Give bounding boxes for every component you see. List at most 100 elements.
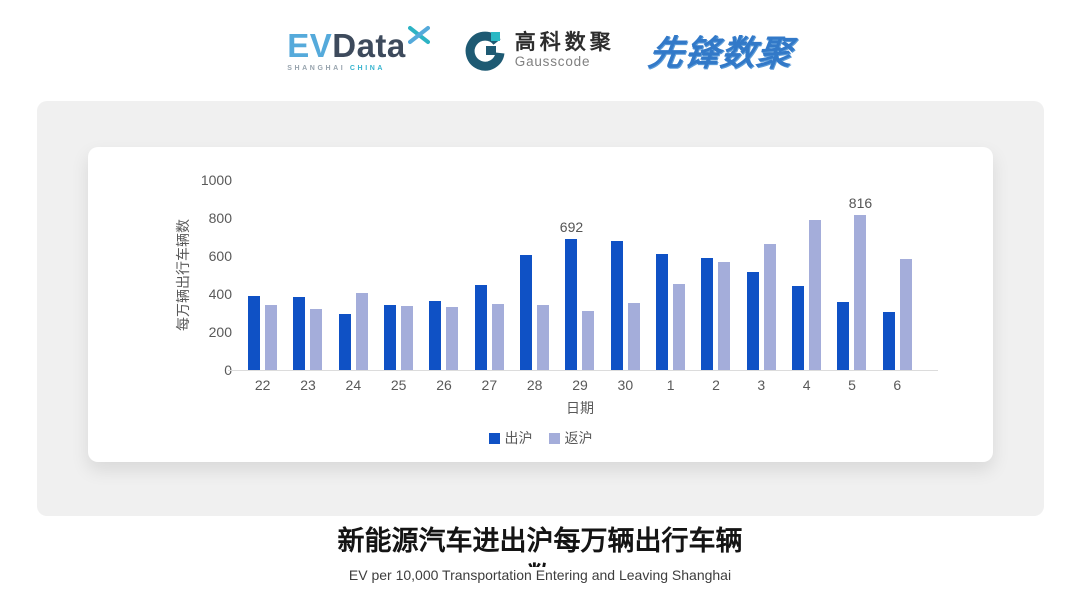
x-tick-label: 25 bbox=[390, 377, 407, 393]
bar-返沪 bbox=[537, 305, 550, 370]
bar-出沪 bbox=[837, 301, 850, 370]
x-tick-label: 30 bbox=[617, 377, 634, 393]
x-tick-label: 27 bbox=[481, 377, 498, 393]
bar-返沪 bbox=[627, 302, 640, 370]
plot-area: 692 816 bbox=[228, 180, 938, 371]
bar-group bbox=[331, 180, 376, 370]
bar-返沪 bbox=[809, 220, 822, 370]
evdata-wordmark: EV Data bbox=[287, 26, 430, 64]
x-tick-label: 3 bbox=[757, 377, 766, 393]
x-tick-label: 28 bbox=[526, 377, 543, 393]
x-tick-label: 29 bbox=[572, 377, 588, 393]
bar-返沪 bbox=[446, 306, 459, 370]
pioneer-text: 先锋数聚 bbox=[645, 33, 796, 73]
bar-group bbox=[421, 180, 466, 370]
bar-group bbox=[240, 180, 285, 370]
bar-出沪 bbox=[610, 240, 623, 370]
evdata-x-icon bbox=[407, 26, 430, 44]
legend-item: 出沪 bbox=[488, 428, 533, 448]
gausscode-cn-text: 高科数聚 bbox=[514, 31, 615, 54]
bar-返沪 bbox=[355, 293, 368, 370]
bar-出沪 bbox=[792, 285, 805, 370]
bar-返沪 bbox=[582, 310, 595, 370]
y-tick-label: 600 bbox=[208, 248, 232, 264]
legend-label: 出沪 bbox=[504, 430, 533, 446]
y-tick-label: 400 bbox=[208, 286, 232, 302]
bar-返沪 bbox=[763, 243, 776, 370]
bar-group bbox=[376, 180, 421, 370]
x-tick-label: 24 bbox=[345, 377, 362, 393]
bar-group bbox=[467, 180, 512, 370]
legend-swatch bbox=[548, 432, 560, 444]
data-label: 816 bbox=[848, 195, 873, 211]
bar-返沪 bbox=[401, 305, 414, 370]
bar-出沪 bbox=[248, 295, 261, 370]
bar-返沪 bbox=[265, 304, 278, 370]
logo-pioneer: 先锋数聚 bbox=[646, 25, 795, 76]
footer: 新能源汽车进出沪每万辆出行车辆数 EV per 10,000 Transport… bbox=[0, 523, 1080, 583]
bar-返沪 bbox=[491, 304, 504, 370]
bar-group bbox=[603, 180, 648, 370]
y-tick-label: 200 bbox=[208, 324, 232, 340]
y-tick-label: 1000 bbox=[200, 172, 232, 188]
legend-label: 返沪 bbox=[564, 430, 593, 446]
y-axis-ticks: 02004006008001000 bbox=[184, 172, 232, 378]
legend-swatch bbox=[488, 432, 500, 444]
bar-出沪: 692 bbox=[560, 219, 583, 370]
chart-legend: 出沪 返沪 bbox=[88, 428, 993, 448]
bar-返沪 bbox=[718, 262, 731, 370]
x-tick-label: 5 bbox=[848, 377, 856, 393]
evdata-subtext: SHANGHAI CHINA bbox=[287, 65, 385, 72]
evdata-ev-text: EV bbox=[287, 27, 333, 64]
bar-返沪 bbox=[310, 308, 323, 370]
bar-出沪 bbox=[474, 284, 487, 370]
evdata-subtext-shanghai: SHANGHAI bbox=[287, 65, 346, 72]
bar-group bbox=[693, 180, 738, 370]
bar-group bbox=[285, 180, 330, 370]
gausscode-text: 高科数聚 Gausscode bbox=[515, 31, 615, 69]
bar-返沪 bbox=[899, 258, 912, 370]
bar-出沪 bbox=[429, 301, 442, 370]
bar-group bbox=[648, 180, 693, 370]
chart-subtitle: EV per 10,000 Transportation Entering an… bbox=[348, 567, 732, 583]
x-tick-label: 4 bbox=[802, 377, 811, 393]
logo-gausscode: 高科数聚 Gausscode bbox=[464, 29, 615, 71]
bar-返沪 bbox=[673, 283, 686, 370]
logo-bar: EV Data SHANGHAI CHINA 高科数聚 Gausscode 先锋数… bbox=[0, 16, 1080, 84]
bar-group bbox=[784, 180, 829, 370]
x-tick-label: 23 bbox=[300, 377, 316, 393]
bar-出沪 bbox=[882, 312, 895, 370]
x-axis-labels: 22 23 24 25 26 27 28 29 30 1 2 3 4 5 6 bbox=[240, 377, 920, 395]
bar-group bbox=[875, 180, 920, 370]
bar-group bbox=[739, 180, 784, 370]
bar-出沪 bbox=[701, 258, 714, 370]
gausscode-en-text: Gausscode bbox=[514, 54, 591, 69]
bar-出沪 bbox=[656, 253, 669, 370]
bar-出沪 bbox=[384, 304, 397, 370]
bar-出沪 bbox=[293, 296, 306, 370]
x-tick-label: 22 bbox=[254, 377, 271, 393]
x-axis-line bbox=[228, 370, 938, 371]
logo-evdata: EV Data SHANGHAI CHINA bbox=[287, 26, 430, 72]
bar-group: 692 bbox=[557, 180, 602, 370]
x-tick-label: 2 bbox=[712, 377, 720, 393]
bar-group: 816 bbox=[829, 180, 874, 370]
gausscode-mark-icon bbox=[465, 31, 505, 71]
chart-title: 新能源汽车进出沪每万辆出行车辆数 bbox=[337, 526, 743, 567]
x-tick-label: 6 bbox=[893, 377, 902, 393]
bar-group bbox=[512, 180, 557, 370]
bar-出沪 bbox=[520, 254, 533, 370]
x-tick-label: 1 bbox=[666, 377, 675, 393]
legend-item: 返沪 bbox=[548, 428, 593, 448]
evdata-subtext-china: CHINA bbox=[349, 65, 386, 72]
y-tick-label: 800 bbox=[208, 210, 232, 226]
data-label: 692 bbox=[559, 218, 584, 235]
evdata-data-text: Data bbox=[332, 27, 406, 64]
bar-出沪 bbox=[746, 271, 759, 370]
x-tick-label: 26 bbox=[436, 377, 452, 393]
bar-返沪: 816 bbox=[849, 195, 872, 370]
bar-出沪 bbox=[338, 314, 351, 370]
x-axis-title: 日期 bbox=[566, 400, 594, 416]
